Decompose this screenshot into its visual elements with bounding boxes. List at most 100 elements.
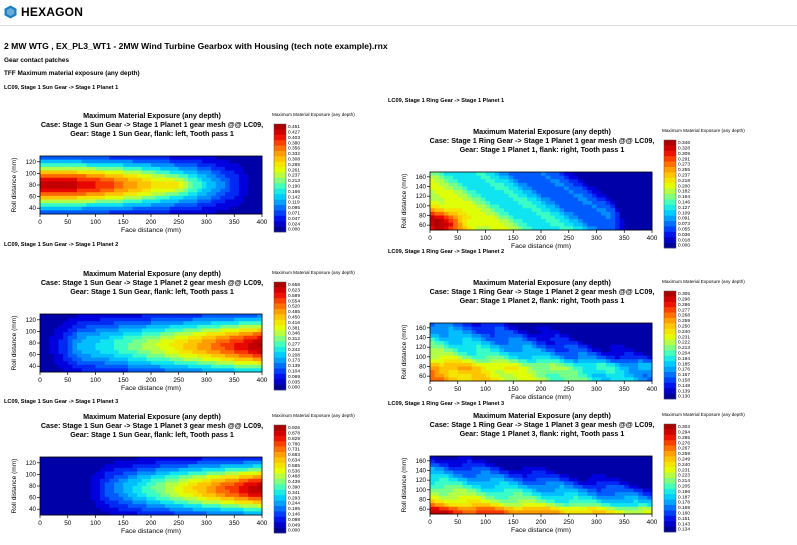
- heatmap-cell: [462, 485, 468, 490]
- heatmap-cell: [610, 463, 616, 468]
- heatmap-cell: [490, 197, 496, 202]
- heatmap-cell: [559, 204, 565, 209]
- colorbar-tick-label: 0.261: [288, 167, 300, 173]
- heatmap-cell: [430, 208, 436, 213]
- heatmap-cell: [164, 500, 170, 505]
- heatmap-cell: [471, 211, 477, 216]
- heatmap-cell: [188, 163, 194, 168]
- heatmap-cell: [628, 366, 634, 371]
- heatmap-cell: [123, 203, 129, 208]
- heatmap-cell: [86, 314, 92, 319]
- heatmap-cell: [476, 352, 482, 357]
- heatmap-cell: [234, 206, 240, 211]
- heatmap-cell: [197, 364, 203, 369]
- heatmap-cell: [448, 466, 454, 471]
- heatmap-cell: [517, 362, 523, 367]
- heatmap-cell: [578, 222, 584, 227]
- heatmap-cell: [582, 215, 588, 220]
- heatmap-cell: [619, 201, 625, 206]
- heatmap-cell: [40, 343, 46, 348]
- heatmap-cell: [443, 503, 449, 508]
- heatmap-cell: [40, 328, 46, 333]
- heatmap-cell: [49, 460, 55, 465]
- heatmap-cell: [100, 174, 106, 179]
- heatmap-cell: [467, 326, 473, 331]
- heatmap-cell: [619, 190, 625, 195]
- heatmap-cell: [578, 506, 584, 511]
- heatmap-cell: [178, 353, 184, 358]
- heatmap-cell: [248, 496, 254, 501]
- heatmap-cell: [453, 190, 459, 195]
- heatmap-cell: [587, 499, 593, 504]
- heatmap-cell: [174, 321, 180, 326]
- heatmap-cell: [601, 323, 607, 328]
- heatmap-cell: [67, 174, 73, 179]
- colorbar-frame: [273, 424, 287, 534]
- heatmap-cell: [118, 166, 124, 171]
- heatmap-cell: [508, 499, 514, 504]
- heatmap-cell: [211, 368, 217, 373]
- heatmap-cell: [127, 335, 133, 340]
- heatmap-cell: [63, 170, 69, 175]
- colorbar-swatch: [274, 156, 286, 163]
- heatmap-cell: [527, 474, 533, 479]
- heatmap-cell: [601, 355, 607, 360]
- heatmap-cell: [174, 464, 180, 469]
- heatmap-cell: [174, 361, 180, 366]
- heatmap-cell: [619, 182, 625, 187]
- heatmap-cell: [141, 500, 147, 505]
- heatmap-cell: [476, 201, 482, 206]
- heatmap-cell: [151, 177, 157, 182]
- heatmap-cell: [201, 192, 207, 197]
- heatmap-cell: [201, 203, 207, 208]
- heatmap-cell: [545, 492, 551, 497]
- heatmap-cell: [462, 197, 468, 202]
- heatmap-cell: [610, 215, 616, 220]
- heatmap-cell: [160, 507, 166, 512]
- heatmap-cell: [439, 179, 445, 184]
- heatmap-cell: [633, 172, 639, 177]
- heatmap-cell: [72, 489, 78, 494]
- heatmap-cell: [197, 321, 203, 326]
- heatmap-cell: [109, 317, 115, 322]
- heatmap-cell: [220, 166, 226, 171]
- heatmap-cell: [192, 364, 198, 369]
- heatmap-cell: [522, 362, 528, 367]
- heatmap-cell: [188, 203, 194, 208]
- heatmap-cell: [499, 333, 505, 338]
- heatmap-cell: [155, 210, 161, 215]
- heatmap-cell: [531, 330, 537, 335]
- heatmap-cell: [628, 333, 634, 338]
- heatmap-cell: [63, 332, 69, 337]
- heatmap-cell: [146, 166, 152, 171]
- colorbar-swatch: [664, 388, 676, 394]
- heatmap-cell: [624, 208, 630, 213]
- heatmap-cell: [197, 199, 203, 204]
- heatmap-cell: [215, 493, 221, 498]
- heatmap-cell: [100, 364, 106, 369]
- heatmap-cell: [104, 460, 110, 465]
- heatmap-cell: [513, 204, 519, 209]
- heatmap-cell: [550, 182, 556, 187]
- heatmap-cell: [44, 199, 50, 204]
- heatmap-cell: [531, 172, 537, 177]
- heatmap-cell: [141, 346, 147, 351]
- colorbar-swatch: [274, 178, 286, 184]
- heatmap-cell: [104, 324, 110, 329]
- heatmap-cell: [49, 163, 55, 168]
- colorbar-swatch: [274, 145, 286, 152]
- heatmap-cell: [174, 511, 180, 516]
- case-label-sun-planet-2: LC09, Stage 1 Sun Gear -> Stage 1 Planet…: [4, 242, 119, 248]
- heatmap-cell: [550, 197, 556, 202]
- heatmap-cell: [494, 366, 500, 371]
- heatmap-cell: [72, 507, 78, 512]
- heatmap-cell: [504, 175, 510, 180]
- heatmap-cell: [605, 355, 611, 360]
- heatmap-cell: [49, 489, 55, 494]
- heatmap-cell: [90, 511, 96, 516]
- heatmap-cell: [578, 208, 584, 213]
- heatmap-cell: [146, 457, 152, 462]
- heatmap-cell: [178, 507, 184, 512]
- y-tick-label: 80: [419, 364, 426, 371]
- heatmap-cell: [619, 506, 625, 511]
